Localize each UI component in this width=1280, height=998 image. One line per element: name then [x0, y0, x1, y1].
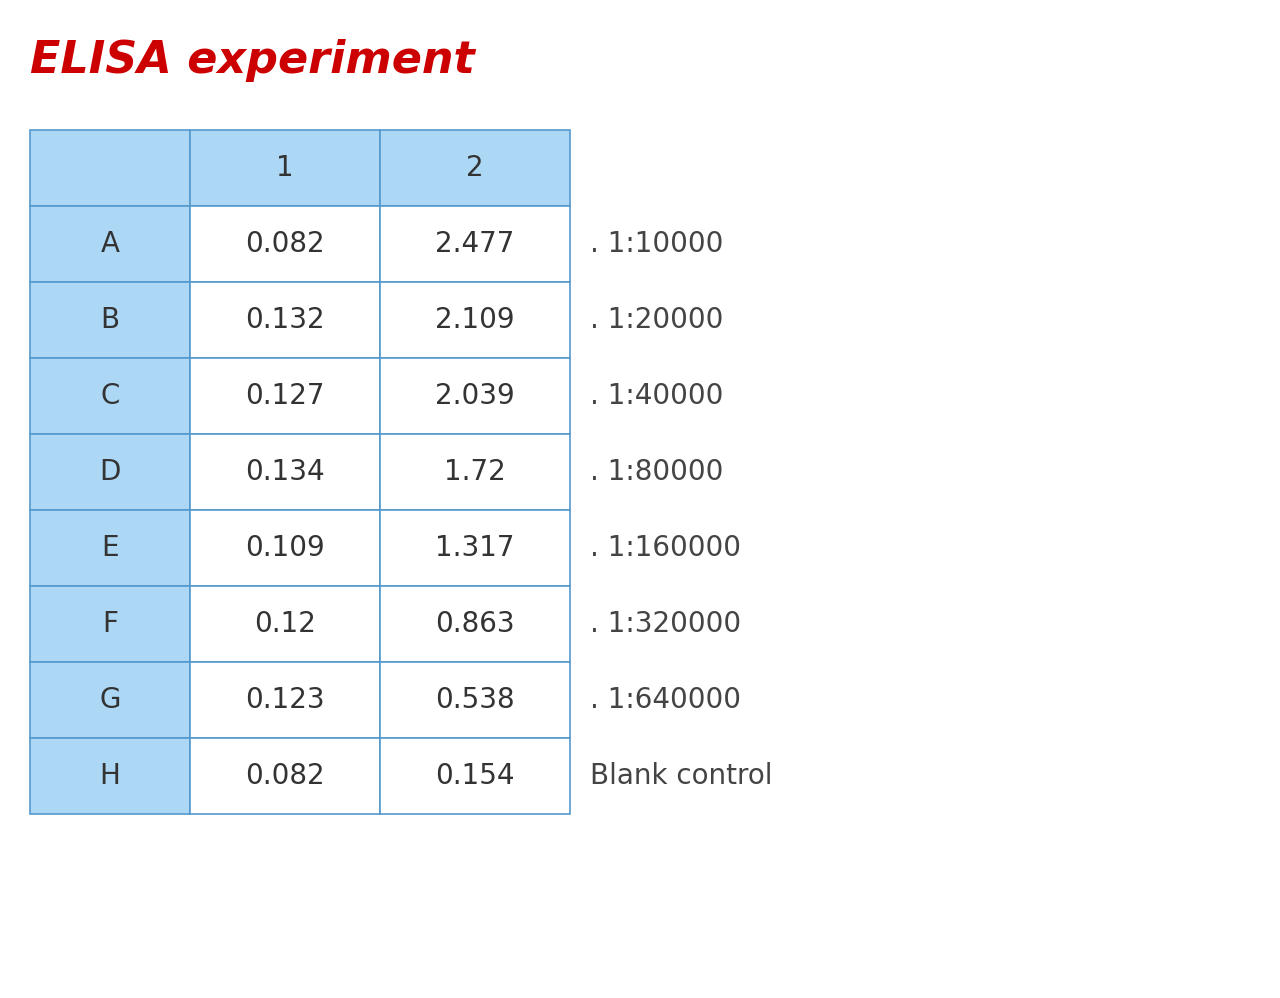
- Bar: [29, 662, 189, 738]
- Text: 0.082: 0.082: [246, 230, 325, 258]
- Text: 2.477: 2.477: [435, 230, 515, 258]
- Bar: [29, 130, 189, 206]
- Bar: [189, 206, 380, 282]
- Bar: [189, 586, 380, 662]
- Bar: [380, 586, 570, 662]
- Bar: [29, 586, 189, 662]
- Bar: [189, 434, 380, 510]
- Text: . 1:10000: . 1:10000: [590, 230, 723, 258]
- Text: . 1:80000: . 1:80000: [590, 458, 723, 486]
- Bar: [380, 434, 570, 510]
- Text: 0.132: 0.132: [246, 306, 325, 334]
- Bar: [189, 130, 380, 206]
- Text: 2.109: 2.109: [435, 306, 515, 334]
- Text: 0.12: 0.12: [253, 610, 316, 638]
- Bar: [189, 282, 380, 358]
- Text: D: D: [100, 458, 120, 486]
- Bar: [380, 510, 570, 586]
- Bar: [380, 206, 570, 282]
- Text: . 1:40000: . 1:40000: [590, 382, 723, 410]
- Text: C: C: [100, 382, 120, 410]
- Text: ELISA experiment: ELISA experiment: [29, 39, 475, 82]
- Text: Blank control: Blank control: [590, 762, 773, 790]
- Bar: [29, 738, 189, 814]
- Bar: [29, 282, 189, 358]
- Bar: [29, 206, 189, 282]
- Bar: [29, 510, 189, 586]
- Bar: [189, 510, 380, 586]
- Text: 1.317: 1.317: [435, 534, 515, 562]
- Text: H: H: [100, 762, 120, 790]
- Bar: [380, 130, 570, 206]
- Text: E: E: [101, 534, 119, 562]
- Text: 0.134: 0.134: [246, 458, 325, 486]
- Bar: [380, 738, 570, 814]
- Text: 0.863: 0.863: [435, 610, 515, 638]
- Text: 1: 1: [276, 154, 294, 182]
- Bar: [29, 434, 189, 510]
- Text: B: B: [100, 306, 119, 334]
- Text: G: G: [100, 686, 120, 714]
- Text: 0.109: 0.109: [246, 534, 325, 562]
- Bar: [29, 358, 189, 434]
- Text: A: A: [101, 230, 119, 258]
- Bar: [380, 662, 570, 738]
- Text: 2: 2: [466, 154, 484, 182]
- Text: 0.082: 0.082: [246, 762, 325, 790]
- Bar: [189, 738, 380, 814]
- Text: 1.72: 1.72: [444, 458, 506, 486]
- Bar: [380, 282, 570, 358]
- Text: 2.039: 2.039: [435, 382, 515, 410]
- Text: . 1:160000: . 1:160000: [590, 534, 741, 562]
- Bar: [189, 662, 380, 738]
- Text: . 1:640000: . 1:640000: [590, 686, 741, 714]
- Text: . 1:320000: . 1:320000: [590, 610, 741, 638]
- Bar: [189, 358, 380, 434]
- Text: . 1:20000: . 1:20000: [590, 306, 723, 334]
- Text: 0.127: 0.127: [246, 382, 325, 410]
- Text: 0.154: 0.154: [435, 762, 515, 790]
- Text: 0.123: 0.123: [246, 686, 325, 714]
- Text: F: F: [102, 610, 118, 638]
- Bar: [380, 358, 570, 434]
- Text: 0.538: 0.538: [435, 686, 515, 714]
